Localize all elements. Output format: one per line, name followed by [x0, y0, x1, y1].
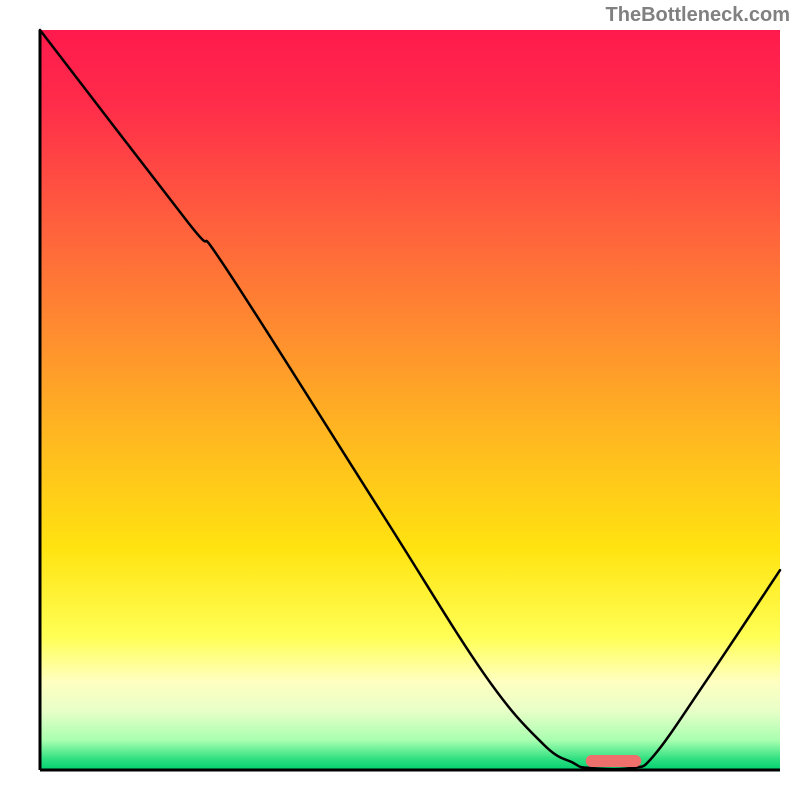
chart-container: TheBottleneck.com: [0, 0, 800, 800]
gradient-background: [40, 30, 780, 770]
watermark-text: TheBottleneck.com: [606, 4, 790, 27]
optimal-range-marker: [586, 755, 642, 767]
bottleneck-chart: [0, 0, 800, 800]
